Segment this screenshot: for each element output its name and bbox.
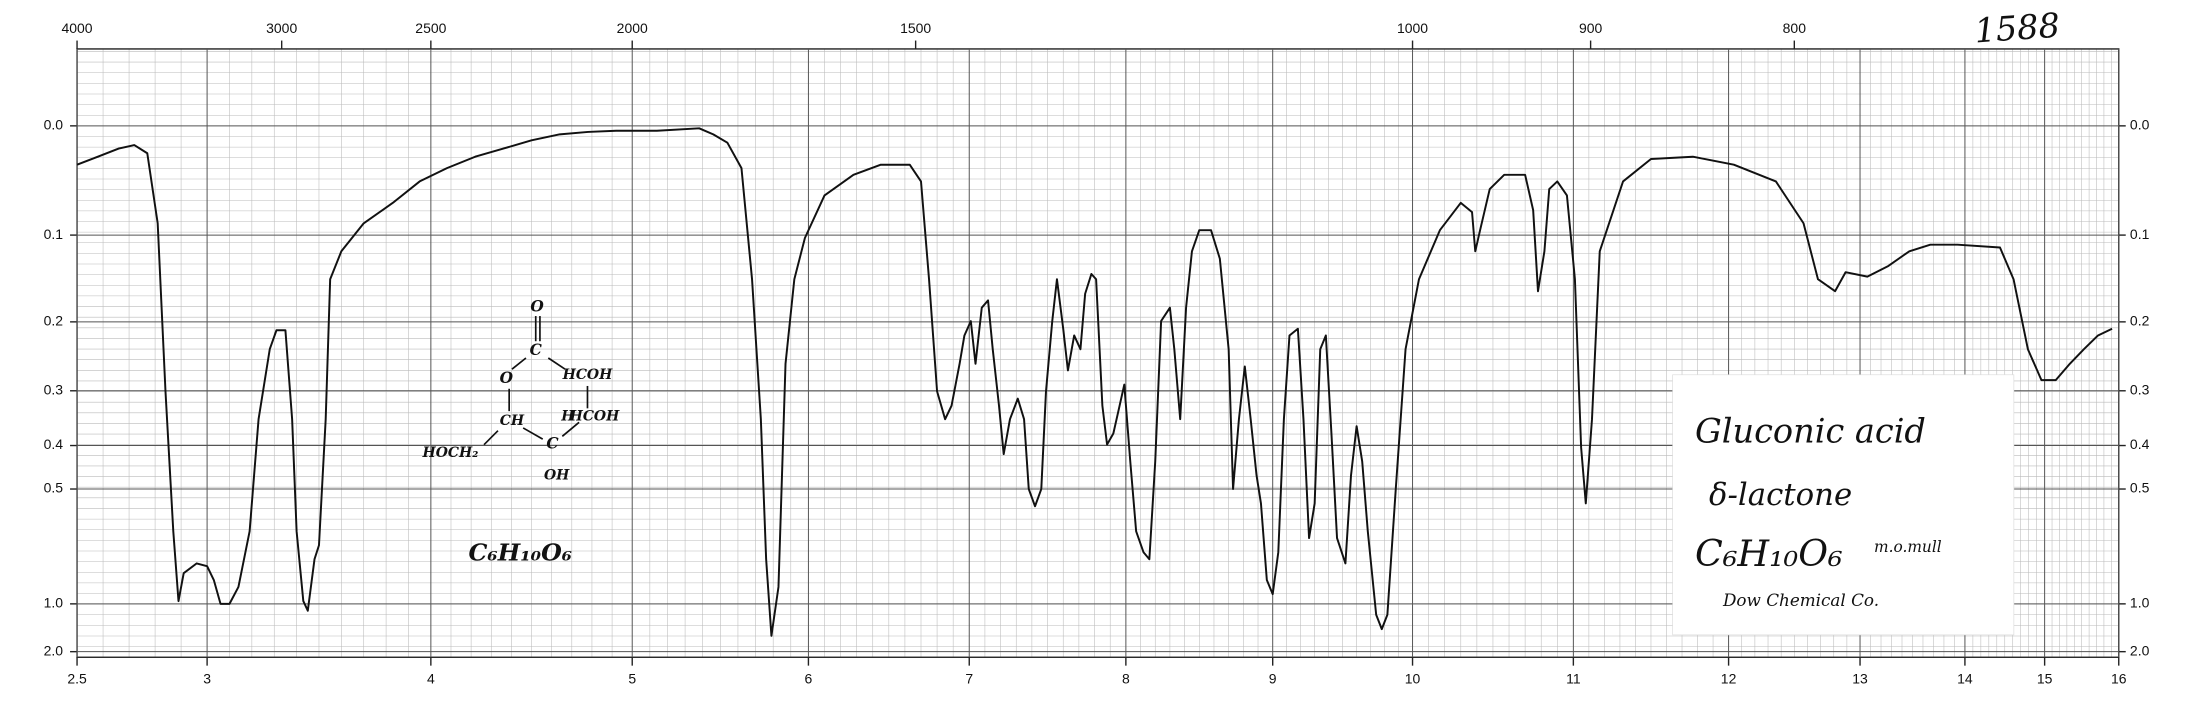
annotation: Dow Chemical Co. — [1722, 590, 1879, 610]
structure-label: OH — [544, 467, 570, 483]
structure-label: H — [560, 409, 575, 425]
y2-tick-label: 0.2 — [2130, 313, 2150, 329]
annotation: 1588 — [1973, 6, 2061, 51]
y-tick-label: 0.3 — [44, 381, 64, 397]
x-tick-label: 14 — [1957, 670, 1973, 686]
x2-tick-label: 800 — [1783, 20, 1807, 36]
structure-label: O — [500, 369, 514, 387]
spectrum-line — [76, 127, 2113, 637]
x-tick-label: 11 — [1566, 670, 1581, 686]
y-tick-label: 0.4 — [44, 436, 64, 452]
structure-label: O — [530, 298, 544, 316]
y2-tick-label: 0.5 — [2130, 480, 2150, 496]
x-tick-label: 12 — [1721, 670, 1737, 686]
x2-tick-label: 2500 — [415, 20, 446, 36]
y-tick-label: 0.1 — [44, 226, 64, 242]
structure-label: HCOH — [562, 367, 613, 383]
y2-tick-label: 0.1 — [2130, 226, 2150, 242]
structure-label: CH — [500, 413, 525, 429]
x2-tick-label: 2000 — [617, 20, 648, 36]
y-tick-label: 0.2 — [44, 313, 64, 329]
x2-tick-label: 1500 — [900, 20, 931, 36]
y-tick-label: 0.0 — [44, 117, 64, 133]
x-tick-label: 2.5 — [67, 670, 87, 686]
annotation: Gluconic acid — [1695, 412, 1926, 451]
annotation: m.o.mull — [1874, 538, 1942, 556]
structure-label: HCOH — [569, 409, 620, 425]
y2-tick-label: 0.4 — [2130, 436, 2150, 452]
x-tick-label: 16 — [2111, 670, 2127, 686]
x-tick-label: 8 — [1122, 670, 1130, 686]
structure-label: C — [530, 341, 543, 359]
x-tick-label: 13 — [1852, 670, 1868, 686]
x-tick-label: 6 — [805, 670, 813, 686]
structure-label: HOCH₂ — [422, 445, 479, 461]
structure-bonds — [483, 316, 589, 446]
x2-tick-label: 3000 — [266, 20, 297, 36]
x-tick-label: 10 — [1405, 670, 1421, 686]
x-tick-label: 5 — [628, 670, 636, 686]
structure-label: C₆H₁₀O₆ — [468, 538, 572, 566]
y-tick-label: 2.0 — [44, 642, 64, 658]
x-tick-label: 7 — [965, 670, 973, 686]
y2-tick-label: 0.3 — [2130, 381, 2150, 397]
y2-tick-label: 0.0 — [2130, 117, 2150, 133]
y-tick-label: 0.5 — [44, 480, 64, 496]
y2-tick-label: 1.0 — [2130, 595, 2150, 611]
x2-tick-label: 900 — [1579, 20, 1603, 36]
x-tick-label: 15 — [2037, 670, 2053, 686]
label-card — [1672, 374, 2015, 636]
x2-tick-label: 4000 — [62, 20, 93, 36]
x-tick-label: 3 — [203, 670, 211, 686]
y-tick-label: 1.0 — [44, 595, 64, 611]
annotation: δ-lactone — [1709, 477, 1852, 513]
x-tick-label: 4 — [427, 670, 435, 686]
x2-tick-label: 1000 — [1397, 20, 1428, 36]
annotation: C₆H₁₀O₆ — [1695, 532, 1843, 575]
y2-tick-label: 2.0 — [2130, 642, 2150, 658]
structure-label: C — [546, 435, 559, 453]
x-tick-label: 9 — [1269, 670, 1277, 686]
